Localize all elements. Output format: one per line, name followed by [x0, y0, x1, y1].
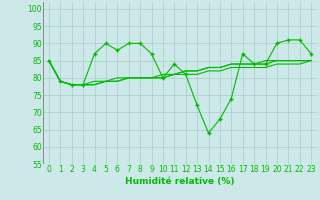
X-axis label: Humidité relative (%): Humidité relative (%) — [125, 177, 235, 186]
